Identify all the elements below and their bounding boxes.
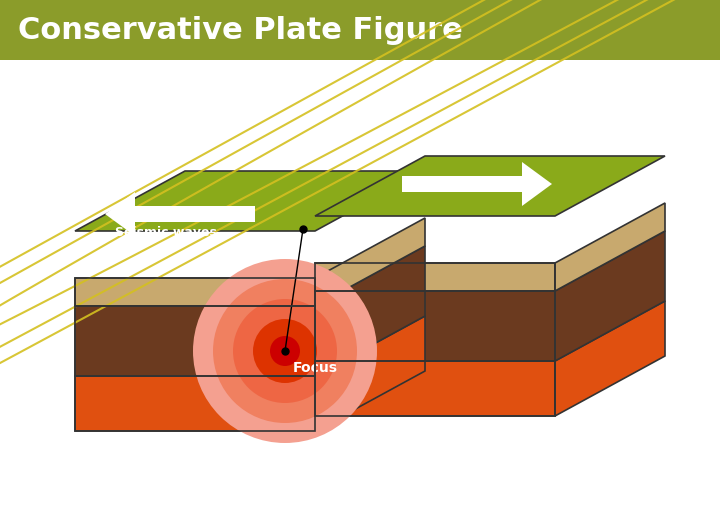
Polygon shape [402, 162, 552, 206]
Polygon shape [315, 361, 555, 416]
Text: Seismic waves: Seismic waves [115, 226, 217, 239]
Polygon shape [75, 171, 425, 231]
Polygon shape [75, 306, 315, 376]
Circle shape [253, 319, 317, 383]
Circle shape [213, 279, 357, 423]
Circle shape [233, 299, 337, 403]
Circle shape [193, 259, 377, 443]
Polygon shape [315, 263, 555, 291]
Polygon shape [105, 192, 255, 236]
Polygon shape [555, 231, 665, 361]
Polygon shape [75, 376, 315, 431]
FancyBboxPatch shape [0, 0, 720, 60]
Polygon shape [75, 278, 315, 306]
Polygon shape [315, 218, 425, 306]
Polygon shape [555, 203, 665, 291]
Polygon shape [555, 301, 665, 416]
Circle shape [270, 336, 300, 366]
Text: Conservative Plate Figure: Conservative Plate Figure [18, 15, 463, 44]
Text: Epicentre: Epicentre [311, 231, 378, 244]
Polygon shape [315, 246, 425, 376]
Polygon shape [315, 316, 425, 431]
Polygon shape [315, 156, 665, 216]
Polygon shape [315, 291, 555, 361]
Text: Focus: Focus [293, 361, 338, 375]
